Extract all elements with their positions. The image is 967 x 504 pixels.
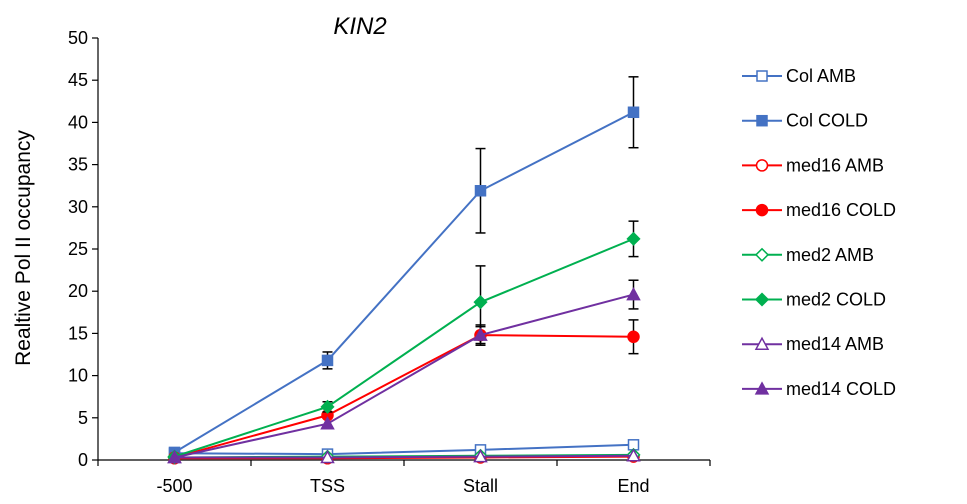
series-line	[174, 237, 634, 458]
plot-area	[167, 76, 641, 465]
legend-marker	[755, 159, 769, 172]
data-point	[626, 231, 641, 246]
data-point	[320, 449, 335, 464]
legend-marker	[754, 381, 770, 395]
series-med2-cold	[167, 220, 641, 464]
series-line	[174, 293, 634, 459]
y-tick-label: 15	[68, 323, 88, 343]
legend: Col AMB Col COLD med16 AMB med16 COLD med2 A…	[742, 66, 896, 399]
legend-label: med2 COLD	[786, 290, 886, 310]
legend-entry: Col COLD	[742, 111, 868, 131]
legend-marker	[754, 292, 770, 307]
legend-marker	[754, 336, 770, 350]
y-tick-label: 0	[78, 450, 88, 470]
legend-label: med16 COLD	[786, 200, 896, 220]
legend-label: med16 AMB	[786, 155, 884, 175]
data-point	[627, 330, 640, 344]
legend-entry: med2 COLD	[742, 290, 886, 310]
series-col-cold	[168, 76, 640, 459]
data-point	[626, 448, 641, 462]
legend-label: med14 COLD	[786, 379, 896, 399]
series-line	[173, 111, 634, 454]
legend-entry: med16 AMB	[742, 155, 884, 175]
data-point	[473, 449, 488, 463]
chart-title: KIN2	[333, 13, 386, 40]
data-point	[320, 416, 335, 430]
y-tick-label: 50	[68, 28, 88, 48]
x-tick-label: -500	[156, 476, 192, 496]
y-axis-label: Realtive Pol II occupancy	[12, 130, 35, 366]
legend-marker	[756, 114, 768, 127]
data-point	[321, 354, 334, 367]
y-tick-label: 35	[68, 155, 88, 175]
x-tick-label: End	[617, 476, 649, 496]
series-line	[174, 334, 634, 459]
legend-entry: med14 AMB	[742, 334, 884, 354]
legend-entry: med16 COLD	[742, 200, 896, 220]
legend-entry: med2 AMB	[742, 245, 874, 265]
legend-marker	[755, 203, 769, 217]
legend-marker	[756, 70, 768, 82]
legend-label: med2 AMB	[786, 245, 874, 265]
series-line	[174, 443, 634, 456]
series-med16-cold	[168, 319, 640, 464]
data-point	[473, 327, 488, 341]
legend-label: Col COLD	[786, 111, 868, 131]
y-tick-label: 45	[68, 70, 88, 90]
series-line	[174, 454, 634, 459]
data-point	[473, 295, 488, 310]
legend-marker	[754, 247, 770, 262]
data-point	[627, 106, 640, 119]
data-point	[320, 399, 335, 414]
x-tick-label: Stall	[463, 476, 498, 496]
y-tick-label: 40	[68, 112, 88, 132]
y-tick-label: 10	[68, 366, 88, 386]
x-tick-label: TSS	[310, 476, 345, 496]
legend-label: Col AMB	[786, 66, 856, 86]
axes: 0 5 10 15 20 25 30 35 40 45 50 -500 TSS Stall End	[68, 28, 711, 496]
series-med14-cold	[167, 279, 641, 464]
y-tick-label: 20	[68, 281, 88, 301]
data-point	[474, 185, 487, 197]
y-tick-label: 30	[68, 197, 88, 217]
data-point	[167, 449, 182, 464]
y-tick-label: 5	[78, 408, 88, 428]
legend-entry: med14 COLD	[742, 379, 896, 399]
data-point	[626, 287, 641, 301]
y-tick-label: 25	[68, 239, 88, 259]
legend-entry: Col AMB	[742, 66, 856, 86]
legend-label: med14 AMB	[786, 334, 884, 354]
